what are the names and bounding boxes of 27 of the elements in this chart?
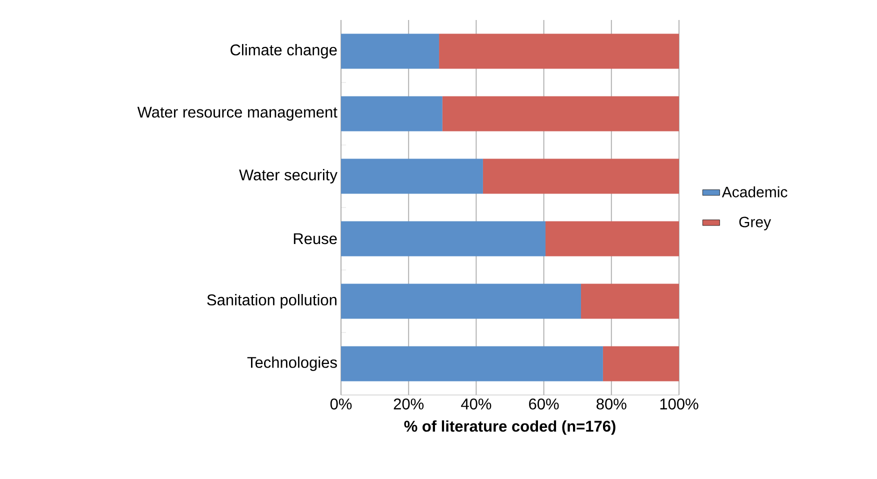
bar <box>439 34 680 69</box>
x-tick-label: 0% <box>330 398 352 410</box>
y-tick-label: Technologies <box>247 356 337 371</box>
bar <box>341 34 440 69</box>
bar <box>482 158 680 194</box>
x-tick-label: 40% <box>461 398 492 410</box>
y-tick-label: Water security <box>239 169 338 184</box>
bar <box>545 221 680 256</box>
bar <box>602 346 680 382</box>
x-tick-label: 20% <box>394 398 424 410</box>
bar <box>580 284 680 319</box>
x-tick-label: 100% <box>660 398 698 410</box>
bar <box>442 96 680 132</box>
x-axis-title: % of literature coded (n=176) <box>404 420 616 435</box>
x-tick-label: 60% <box>529 398 559 410</box>
bar <box>341 221 546 256</box>
y-tick-label: Reuse <box>294 233 337 244</box>
y-tick-label: Water resource management <box>137 106 338 121</box>
bar <box>341 346 603 382</box>
x-tick-label: 80% <box>596 398 626 410</box>
bar <box>341 96 442 132</box>
y-tick-label: Climate change <box>230 44 337 58</box>
bar <box>341 284 581 319</box>
bar <box>341 158 483 194</box>
y-tick-label: Sanitation pollution <box>207 294 336 308</box>
legend-label: Academic <box>722 186 788 198</box>
legend-label: Grey <box>739 216 772 230</box>
